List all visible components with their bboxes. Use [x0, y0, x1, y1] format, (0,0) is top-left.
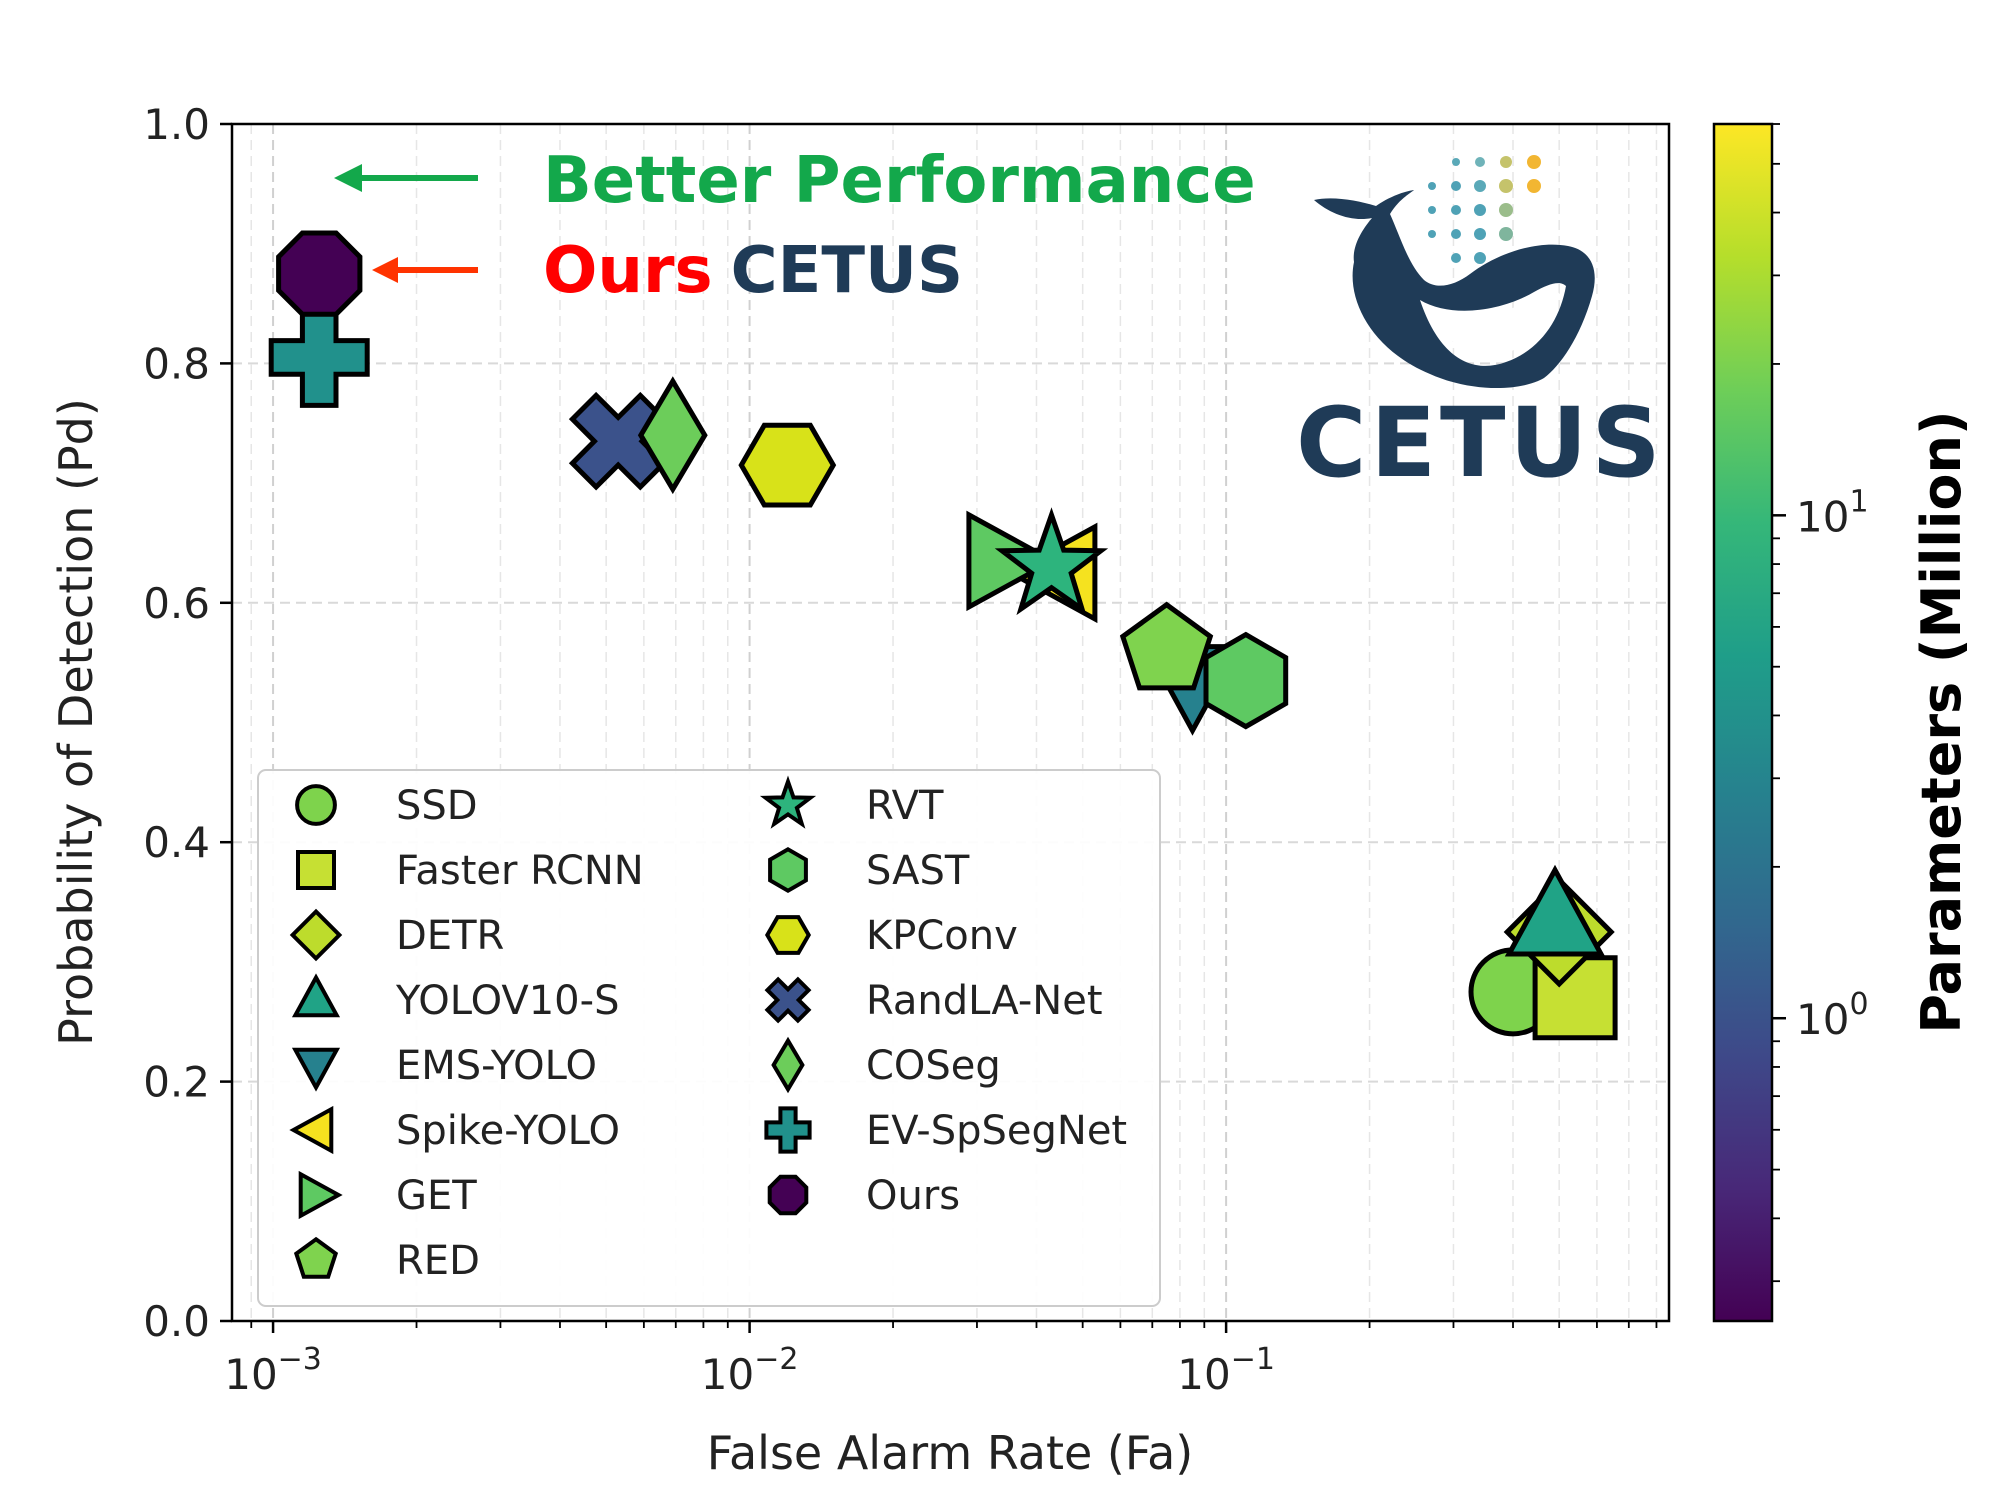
point-red [1119, 601, 1214, 691]
legend-marker-ems-yolo [291, 1047, 341, 1092]
y-tick-label: 0.6 [143, 579, 210, 628]
y-tick-label: 0.8 [143, 339, 210, 388]
legend-label-spike-yolo: Spike-YOLO [396, 1108, 620, 1154]
colorbar-tick-label: 100 [1796, 987, 1869, 1044]
cetus-word: CETUS [731, 234, 963, 308]
colorbar-label: Parameters (Million) [1910, 410, 1973, 1033]
legend-marker-red [293, 1236, 339, 1279]
legend: SSD Faster RCNN DETR YOLOV10-S EMS-YOLO Spike… [257, 769, 1161, 1307]
better-performance-text: Better Performance [543, 144, 1256, 218]
colorbar: Parameters (Million) 101 100 [1712, 122, 1973, 1323]
axes: 0.0 0.2 0.4 0.6 0.8 1.0 10−3 10−2 10−1 [143, 100, 1658, 1399]
plot-frame [230, 122, 1671, 1323]
legend-label-get: GET [396, 1173, 477, 1219]
legend-marker-get [298, 1170, 343, 1220]
legend-label-red: RED [396, 1238, 480, 1284]
point-ours [276, 230, 363, 317]
legend-label-faster-rcnn: Faster RCNN [396, 848, 644, 894]
y-tick-label: 0.0 [143, 1297, 210, 1346]
whale-belly [1430, 291, 1560, 357]
legend-marker-coseg [771, 1036, 805, 1094]
point-rvt [994, 507, 1109, 616]
legend-marker-kpconv [764, 915, 812, 955]
y-axis-label: Probability of Detection (Pd) [49, 398, 103, 1046]
legend-label-coseg: COSeg [866, 1043, 1001, 1089]
ours-annotation: Ours CETUS [372, 234, 963, 308]
ours-word: Ours [543, 234, 713, 308]
markers [268, 230, 1618, 1041]
legend-marker-faster-rcnn [296, 850, 336, 890]
legend-marker-ours [767, 1174, 809, 1216]
legend-label-ours: Ours [866, 1173, 960, 1219]
x-tick-label: 10−1 [1177, 1342, 1275, 1399]
green-arrow-head [334, 164, 362, 192]
legend-label-kpconv: KPConv [866, 913, 1018, 959]
legend-label-ems-yolo: EMS-YOLO [396, 1043, 597, 1089]
point-sast [1203, 631, 1289, 730]
y-tick-label: 0.2 [143, 1058, 210, 1107]
legend-marker-ssd [295, 784, 337, 826]
legend-marker-randla-net [764, 976, 812, 1024]
point-ev-spsegnet [268, 306, 370, 408]
point-kpconv [738, 422, 837, 508]
legend-marker-rvt [759, 775, 817, 829]
red-arrow-head [372, 257, 398, 283]
point-coseg [637, 376, 708, 495]
legend-label-ssd: SSD [396, 783, 478, 829]
legend-label-yolov10-s: YOLOV10-S [395, 978, 619, 1024]
legend-label-randla-net: RandLA-Net [866, 978, 1103, 1024]
x-tick-label: 10−3 [224, 1342, 322, 1399]
y-tick-label: 1.0 [143, 100, 210, 149]
point-yolov10-s [1504, 864, 1606, 957]
x-axis-label: False Alarm Rate (Fa) [707, 1426, 1193, 1480]
legend-box [257, 769, 1161, 1307]
legend-label-ev-spsegnet: EV-SpSegNet [866, 1108, 1127, 1154]
legend-marker-sast [768, 846, 808, 894]
point-get [966, 510, 1059, 612]
legend-marker-yolov10-s [291, 973, 341, 1018]
legend-label-sast: SAST [866, 848, 970, 894]
legend-marker-detr [289, 908, 343, 962]
colorbar-bar [1712, 122, 1774, 1323]
x-tick-label: 10−2 [701, 1342, 799, 1399]
legend-label-rvt: RVT [866, 783, 944, 829]
better-performance-annotation: Better Performance [334, 144, 1256, 218]
colorbar-tick-label: 101 [1796, 484, 1869, 541]
legend-label-detr: DETR [396, 913, 504, 959]
legend-marker-spike-yolo [289, 1105, 334, 1155]
legend-marker-ev-spsegnet [764, 1106, 812, 1154]
ours-cetus-text: Ours CETUS [543, 234, 963, 308]
whale-icon [1314, 190, 1595, 389]
logo-text: CETUS [1296, 387, 1665, 499]
cetus-logo: CETUS [1296, 155, 1665, 499]
y-tick-label: 0.4 [143, 818, 210, 867]
logo-dots [1428, 155, 1541, 264]
